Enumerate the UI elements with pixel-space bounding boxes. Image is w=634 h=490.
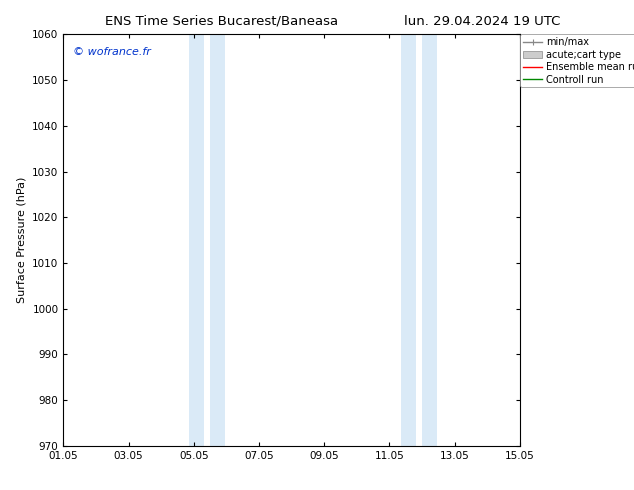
Bar	[189, 34, 204, 446]
Bar	[210, 34, 225, 446]
Text: lun. 29.04.2024 19 UTC: lun. 29.04.2024 19 UTC	[404, 15, 560, 28]
Legend: min/max, acute;cart type, Ensemble mean run, Controll run: min/max, acute;cart type, Ensemble mean …	[520, 34, 634, 87]
Bar	[401, 34, 415, 446]
Bar	[422, 34, 437, 446]
Y-axis label: Surface Pressure (hPa): Surface Pressure (hPa)	[16, 177, 27, 303]
Text: ENS Time Series Bucarest/Baneasa: ENS Time Series Bucarest/Baneasa	[105, 15, 339, 28]
Text: © wofrance.fr: © wofrance.fr	[72, 47, 150, 57]
